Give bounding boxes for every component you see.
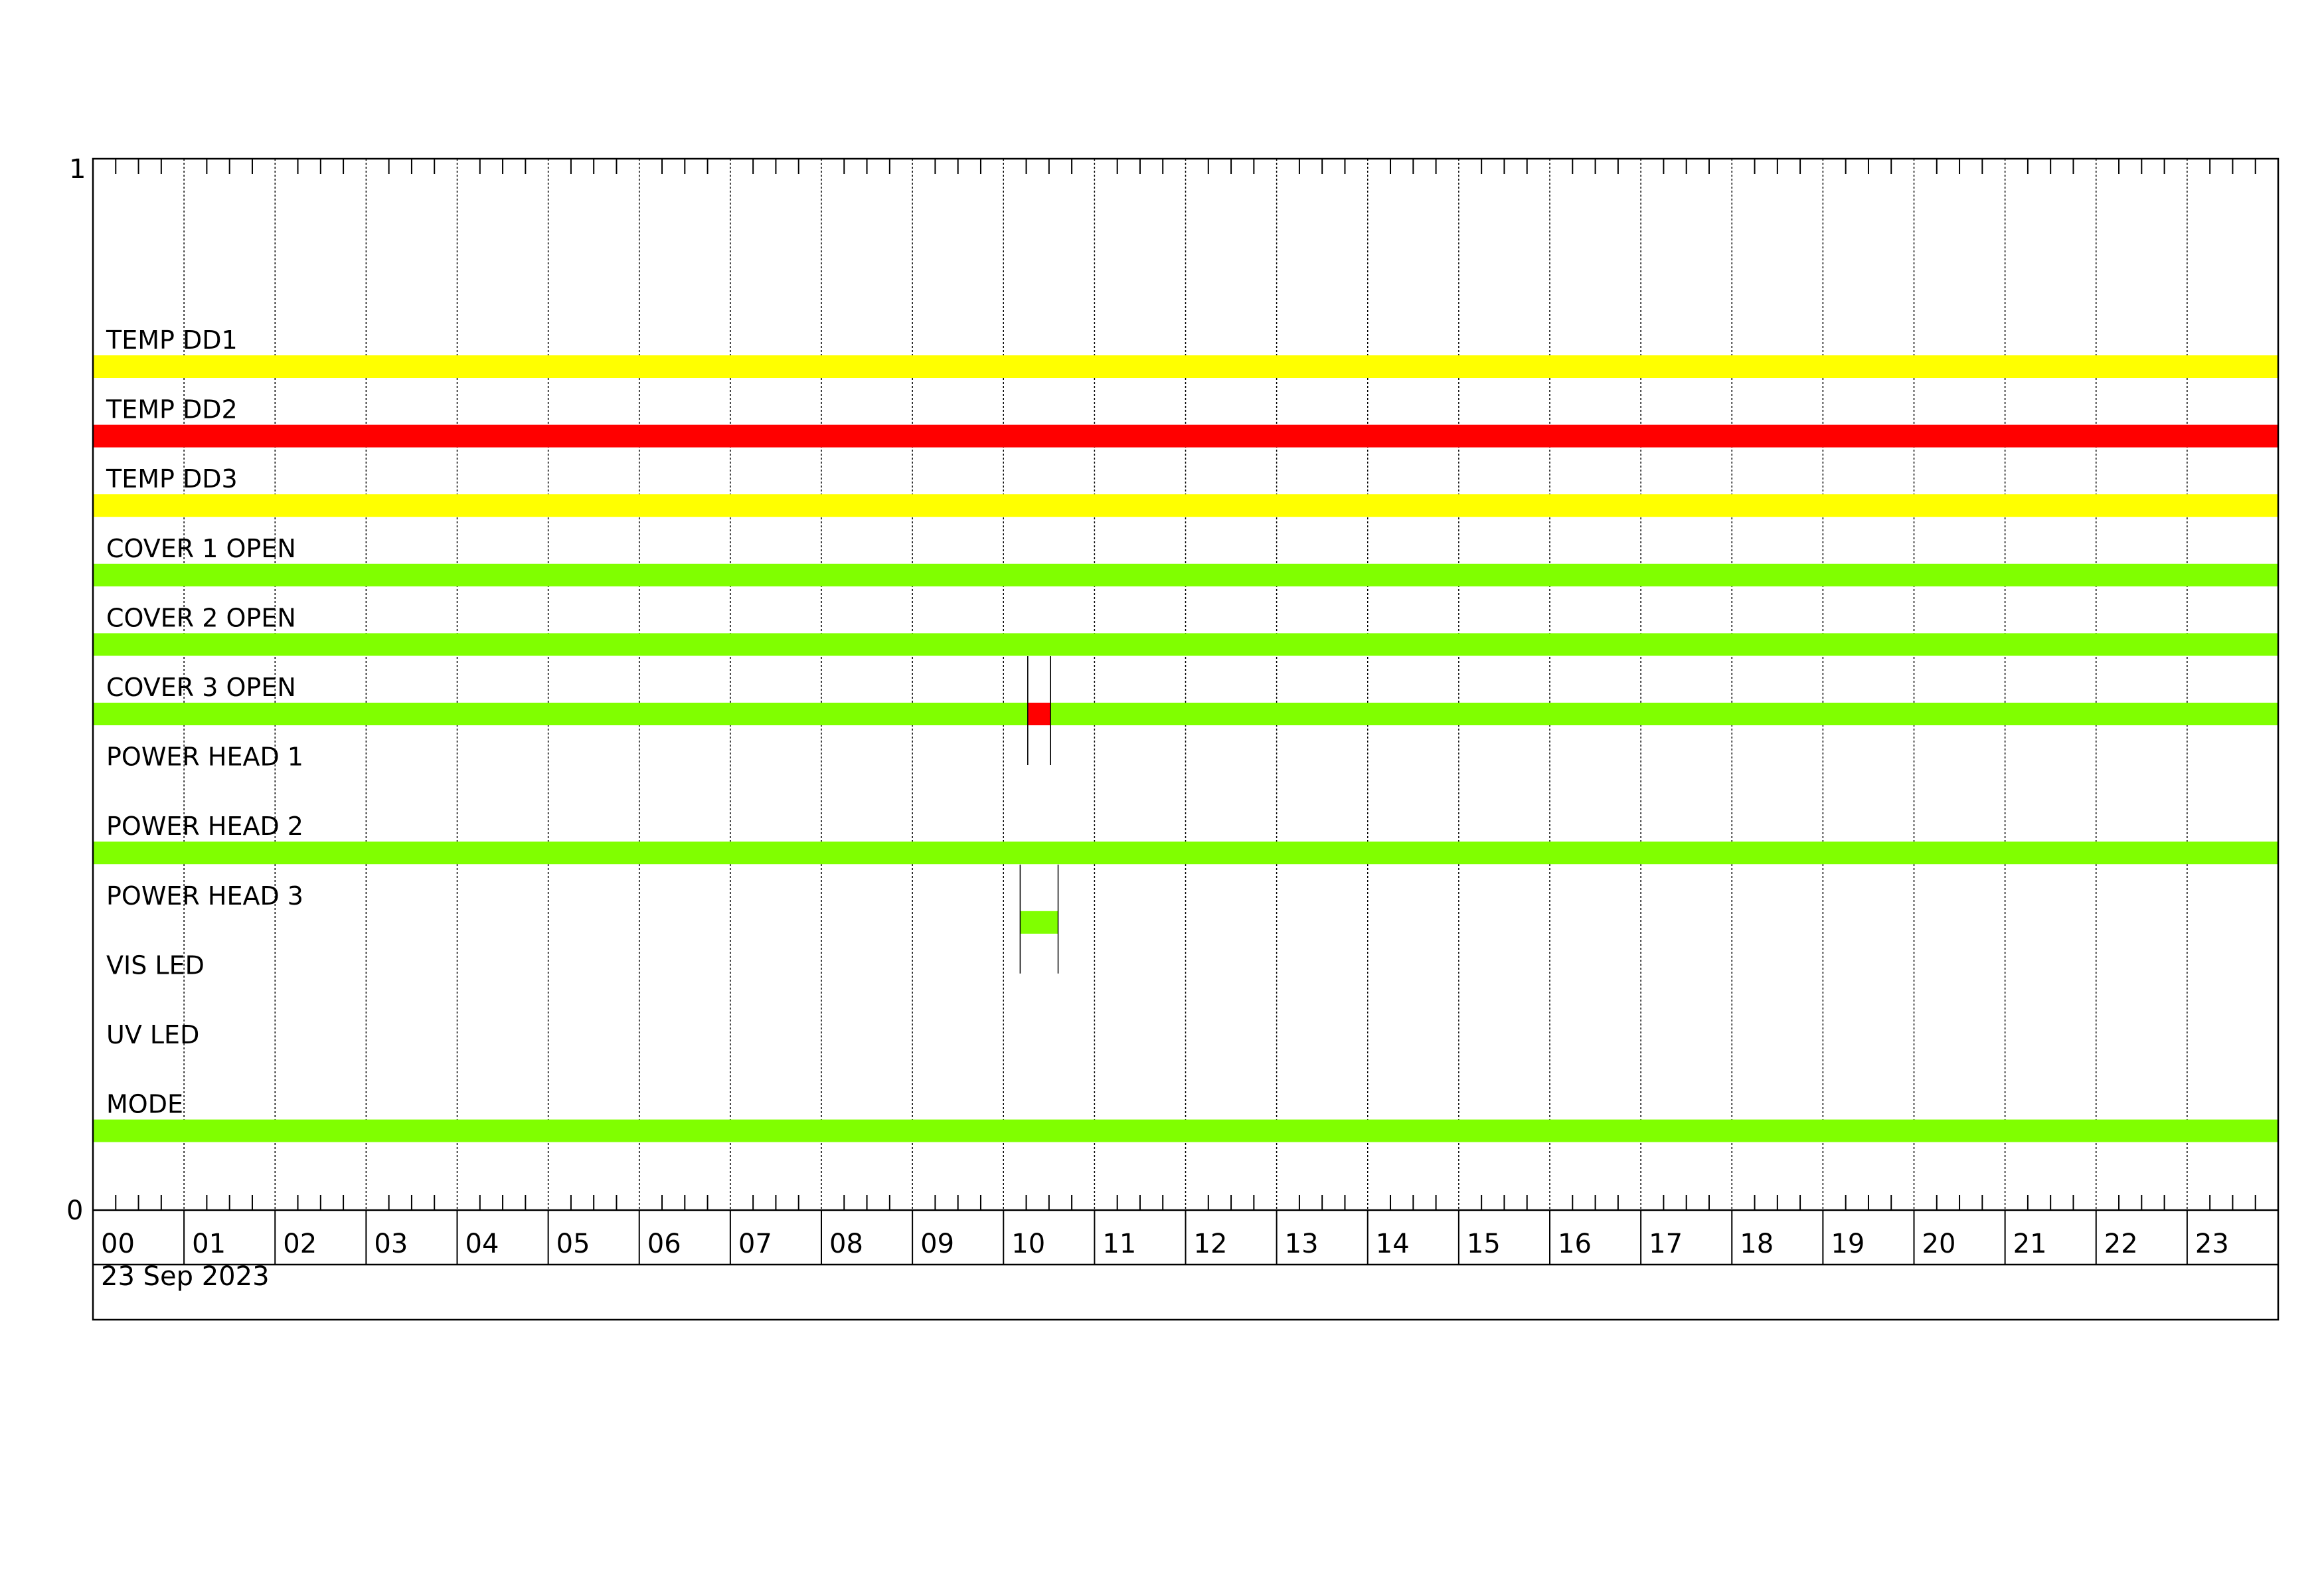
x-tick-label: 10 — [1011, 1229, 1045, 1259]
plot-frame — [92, 157, 2280, 1321]
x-tick-label: 18 — [1740, 1229, 1774, 1259]
x-tick-label: 08 — [829, 1229, 863, 1259]
row-label: VIS LED — [106, 950, 205, 980]
x-tick-label: 06 — [647, 1229, 681, 1259]
row-label: TEMP DD1 — [106, 325, 238, 355]
x-tick-label: 04 — [465, 1229, 499, 1259]
status-segment — [1020, 911, 1058, 934]
grid — [183, 159, 2188, 1210]
x-tick-label: 03 — [374, 1229, 408, 1259]
status-segment — [93, 841, 2278, 865]
status-segment — [1050, 703, 2278, 725]
x-tick-label: 16 — [1558, 1229, 1592, 1259]
x-tick-label: 13 — [1285, 1229, 1319, 1259]
row-label: MODE — [106, 1090, 183, 1119]
status-segment — [93, 703, 1028, 725]
x-tick-label: 11 — [1102, 1229, 1136, 1259]
x-tick-label: 22 — [2104, 1229, 2138, 1259]
row-label: COVER 3 OPEN — [106, 673, 296, 702]
row-label: TEMP DD2 — [106, 395, 238, 424]
x-tick-label: 21 — [2013, 1229, 2047, 1259]
row-label: UV LED — [106, 1020, 199, 1049]
date-label: 23 Sep 2023 — [101, 1261, 270, 1292]
row-label: COVER 2 OPEN — [106, 603, 296, 632]
status-segment — [93, 563, 2278, 586]
row-label: COVER 1 OPEN — [106, 534, 296, 563]
x-tick-label: 17 — [1649, 1229, 1683, 1259]
status-segment — [93, 1119, 2278, 1142]
x-tick-label: 14 — [1376, 1229, 1410, 1259]
x-tick-label: 01 — [192, 1229, 226, 1259]
x-tick-label: 23 — [2195, 1229, 2229, 1259]
x-tick-label: 09 — [920, 1229, 954, 1259]
status-segment — [93, 494, 2278, 517]
x-tick-label: 15 — [1467, 1229, 1501, 1259]
row-label: POWER HEAD 3 — [106, 881, 303, 911]
x-tick-label: 05 — [556, 1229, 590, 1259]
axes: 00 01 02 03 04 05 06 07 08 09 10 11 12 13 14 15 16 17 18 19… — [92, 157, 2280, 1321]
x-tick-label: 02 — [283, 1229, 317, 1259]
y-tick-top: 1 — [69, 154, 86, 185]
row-labels: TEMP DD1 TEMP DD2 TEMP DD3 COVER 1 OPEN COVE… — [106, 325, 303, 1119]
status-segment — [93, 355, 2278, 378]
row-label: POWER HEAD 2 — [106, 812, 303, 841]
row-label: POWER HEAD 1 — [106, 743, 303, 772]
x-tick-label: 00 — [101, 1229, 135, 1259]
x-tick-label: 20 — [1922, 1229, 1956, 1259]
x-tick-label: 19 — [1831, 1229, 1865, 1259]
status-segment — [93, 633, 2278, 656]
x-tick-label: 07 — [738, 1229, 772, 1259]
row-label: TEMP DD3 — [106, 464, 238, 493]
x-tick-label: 12 — [1194, 1229, 1228, 1259]
bars — [93, 355, 2278, 1142]
y-tick-bottom: 0 — [66, 1196, 83, 1226]
status-segment — [1027, 703, 1051, 725]
status-segment — [93, 424, 2278, 448]
